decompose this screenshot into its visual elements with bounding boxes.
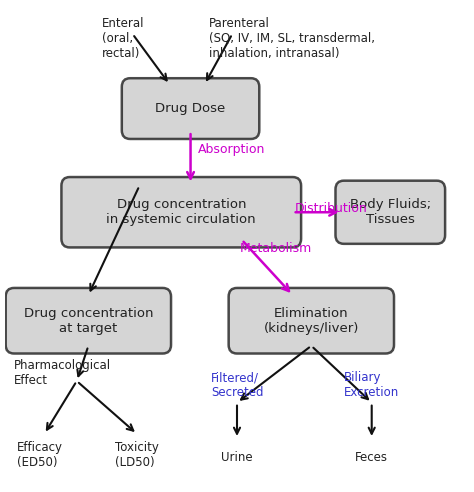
FancyBboxPatch shape xyxy=(6,288,171,354)
Text: Efficacy
(ED50): Efficacy (ED50) xyxy=(17,441,63,469)
Text: Parenteral
(SQ, IV, IM, SL, transdermal,
inhalation, intranasal): Parenteral (SQ, IV, IM, SL, transdermal,… xyxy=(209,17,375,60)
Text: Feces: Feces xyxy=(355,451,388,464)
Text: Body Fluids;
Tissues: Body Fluids; Tissues xyxy=(350,198,431,226)
Text: Drug Dose: Drug Dose xyxy=(155,102,226,115)
Text: Biliary
Excretion: Biliary Excretion xyxy=(344,371,399,400)
Text: Elimination
(kidneys/liver): Elimination (kidneys/liver) xyxy=(264,307,359,335)
FancyBboxPatch shape xyxy=(228,288,394,354)
Text: Drug concentration
in systemic circulation: Drug concentration in systemic circulati… xyxy=(107,198,256,226)
Text: Urine: Urine xyxy=(221,451,253,464)
Text: Filtered/
Secreted: Filtered/ Secreted xyxy=(211,371,263,400)
Text: Enteral
(oral,
rectal): Enteral (oral, rectal) xyxy=(102,17,145,60)
Text: Toxicity
(LD50): Toxicity (LD50) xyxy=(115,441,159,469)
Text: Metabolism: Metabolism xyxy=(239,242,311,255)
FancyBboxPatch shape xyxy=(122,78,259,139)
FancyBboxPatch shape xyxy=(336,181,445,244)
Text: Absorption: Absorption xyxy=(198,143,265,156)
FancyBboxPatch shape xyxy=(62,177,301,247)
Text: Distribution: Distribution xyxy=(295,202,368,215)
Text: Pharmacological
Effect: Pharmacological Effect xyxy=(14,359,111,387)
Text: Drug concentration
at target: Drug concentration at target xyxy=(24,307,153,335)
